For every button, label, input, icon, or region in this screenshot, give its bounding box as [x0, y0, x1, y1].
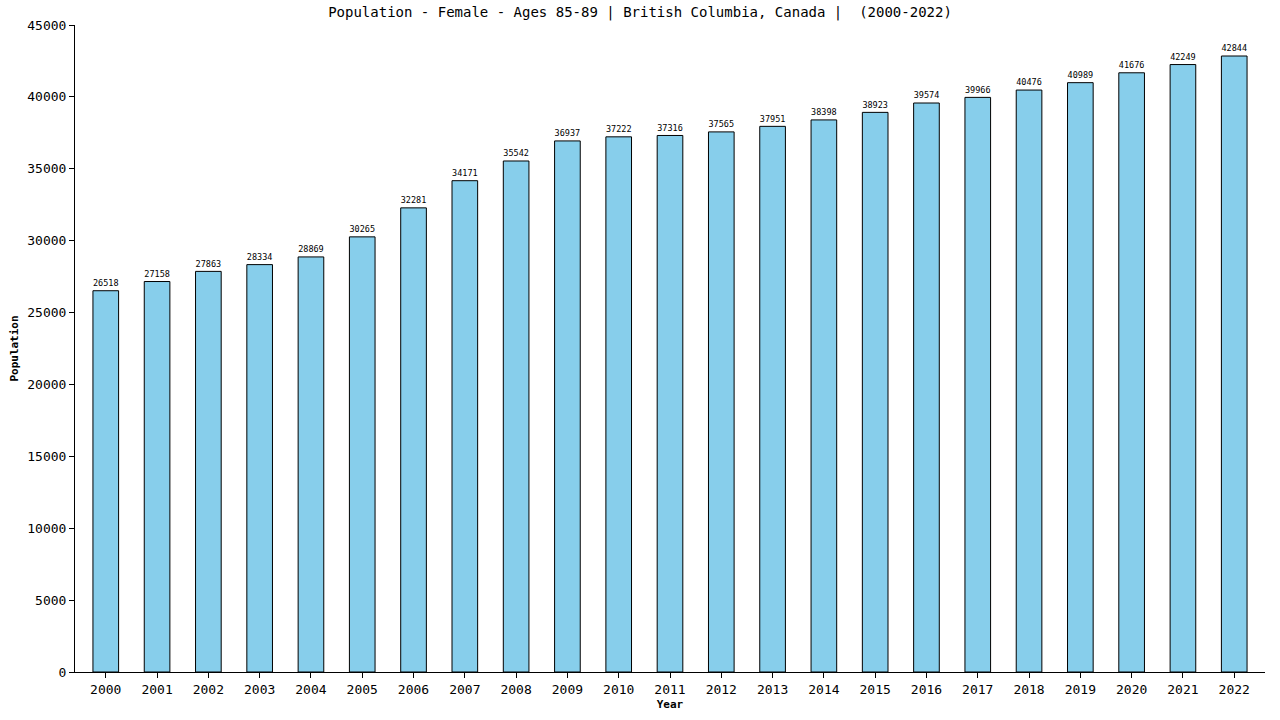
svg-text:37951: 37951: [760, 114, 786, 124]
svg-text:Population - Female - Ages 85-: Population - Female - Ages 85-89 | Briti…: [328, 4, 952, 21]
svg-text:27863: 27863: [196, 259, 222, 269]
svg-text:28334: 28334: [247, 252, 273, 262]
svg-text:2014: 2014: [808, 682, 839, 697]
svg-text:38923: 38923: [862, 100, 888, 110]
svg-text:40989: 40989: [1068, 70, 1094, 80]
svg-text:2003: 2003: [244, 682, 275, 697]
svg-text:2022: 2022: [1219, 682, 1250, 697]
svg-text:40000: 40000: [27, 89, 66, 104]
svg-text:15000: 15000: [27, 449, 66, 464]
svg-text:25000: 25000: [27, 305, 66, 320]
svg-text:2021: 2021: [1167, 682, 1198, 697]
svg-text:39966: 39966: [965, 85, 991, 95]
svg-text:40476: 40476: [1016, 77, 1042, 87]
svg-text:2020: 2020: [1116, 682, 1147, 697]
svg-text:2008: 2008: [500, 682, 531, 697]
svg-text:37222: 37222: [606, 124, 632, 134]
svg-text:37316: 37316: [657, 123, 683, 133]
svg-text:2018: 2018: [1013, 682, 1044, 697]
svg-text:Population: Population: [8, 315, 21, 381]
svg-text:38398: 38398: [811, 107, 837, 117]
svg-text:10000: 10000: [27, 521, 66, 536]
svg-text:30000: 30000: [27, 233, 66, 248]
svg-text:28869: 28869: [298, 244, 324, 254]
svg-text:2000: 2000: [90, 682, 121, 697]
svg-text:2017: 2017: [962, 682, 993, 697]
svg-text:41676: 41676: [1119, 60, 1145, 70]
svg-text:37565: 37565: [708, 119, 734, 129]
svg-text:35542: 35542: [503, 148, 529, 158]
svg-text:2002: 2002: [193, 682, 224, 697]
svg-text:0: 0: [59, 665, 67, 680]
svg-text:39574: 39574: [914, 90, 940, 100]
svg-text:2015: 2015: [860, 682, 891, 697]
svg-text:2010: 2010: [603, 682, 634, 697]
svg-text:2005: 2005: [347, 682, 378, 697]
svg-text:26518: 26518: [93, 278, 119, 288]
svg-text:5000: 5000: [35, 593, 66, 608]
svg-text:35000: 35000: [27, 161, 66, 176]
svg-text:2001: 2001: [141, 682, 172, 697]
svg-text:2011: 2011: [654, 682, 685, 697]
svg-text:42844: 42844: [1221, 43, 1247, 53]
svg-text:2016: 2016: [911, 682, 942, 697]
svg-text:2006: 2006: [398, 682, 429, 697]
svg-text:2012: 2012: [706, 682, 737, 697]
svg-text:36937: 36937: [555, 128, 581, 138]
svg-text:2019: 2019: [1065, 682, 1096, 697]
svg-text:2004: 2004: [295, 682, 326, 697]
svg-text:2013: 2013: [757, 682, 788, 697]
svg-text:30265: 30265: [349, 224, 375, 234]
svg-text:2007: 2007: [449, 682, 480, 697]
svg-text:Year: Year: [657, 698, 684, 711]
svg-text:2009: 2009: [552, 682, 583, 697]
svg-text:27158: 27158: [144, 269, 170, 279]
svg-text:45000: 45000: [27, 18, 66, 33]
svg-text:42249: 42249: [1170, 52, 1196, 62]
svg-text:32281: 32281: [401, 195, 427, 205]
svg-text:34171: 34171: [452, 168, 478, 178]
svg-text:20000: 20000: [27, 377, 66, 392]
